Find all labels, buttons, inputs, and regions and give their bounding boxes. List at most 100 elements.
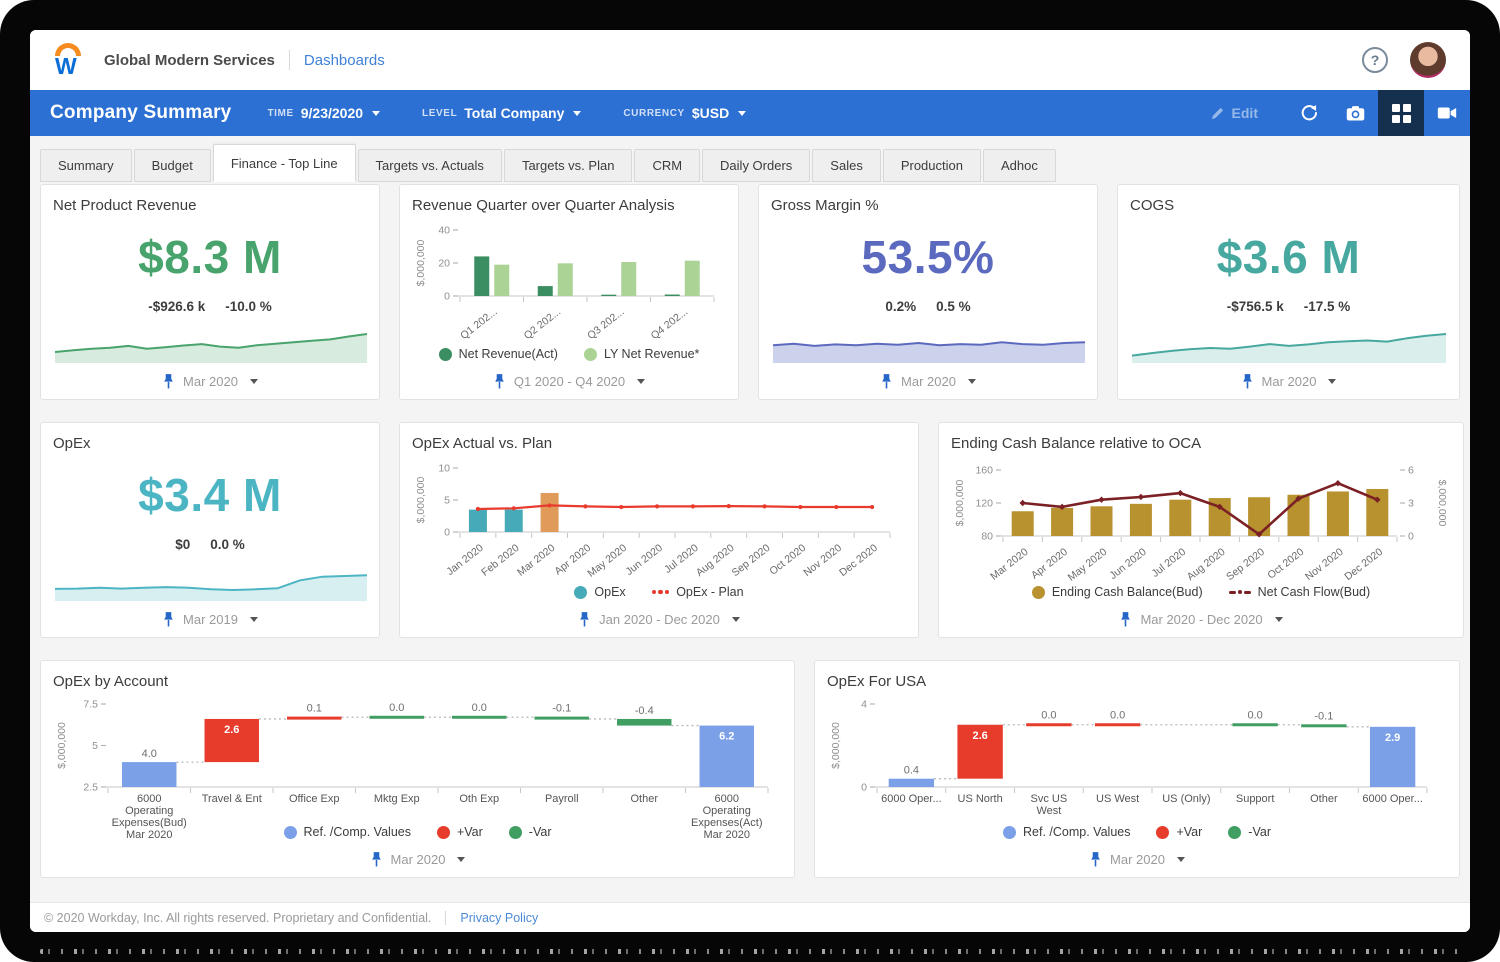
card-title: OpEx by Account	[53, 673, 169, 690]
time-filter[interactable]: TIME 9/23/2020	[267, 105, 381, 121]
time-value: 9/23/2020	[300, 105, 364, 121]
legend-item: +Var	[1156, 825, 1202, 839]
legend-swatch-icon	[1003, 825, 1017, 839]
currency-filter[interactable]: CURRENCY $USD	[623, 105, 747, 121]
cash-balance-chart: 80 120 160 $,000,000 0 3 6 $,000,000 Mar 2020Apr…	[954, 465, 1448, 584]
chevron-down-icon	[1328, 379, 1337, 384]
period-selector[interactable]: Mar 2020	[759, 373, 1097, 390]
divider	[288, 50, 290, 70]
chevron-down-icon	[249, 379, 258, 384]
present-button[interactable]	[1424, 90, 1470, 136]
card-title: Gross Margin %	[771, 197, 879, 214]
legend-swatch-icon	[651, 589, 670, 595]
workday-logo-icon[interactable]: W	[50, 40, 88, 80]
tab-finance-top-line[interactable]: Finance - Top Line	[212, 144, 356, 182]
period-value: Mar 2020	[1261, 374, 1317, 389]
svg-text:0.4: 0.4	[904, 765, 919, 777]
level-filter[interactable]: LEVEL Total Company	[422, 105, 582, 121]
svg-text:May 2020: May 2020	[1066, 546, 1110, 584]
svg-text:$,000,000: $,000,000	[415, 239, 427, 286]
svg-text:6.2: 6.2	[719, 731, 734, 743]
svg-text:West: West	[1036, 805, 1061, 817]
sparkline-chart	[53, 321, 367, 363]
tab-bar: Summary Budget Finance - Top Line Targets v…	[30, 136, 1470, 182]
opex-for-usa-waterfall-chart: 0 4 $,000,000 6000 Oper... 0.4 US North 2.6 Svc…	[830, 699, 1428, 817]
tab-summary[interactable]: Summary	[40, 149, 132, 182]
tab-daily-orders[interactable]: Daily Orders	[702, 149, 811, 182]
privacy-policy-link[interactable]: Privacy Policy	[460, 910, 539, 925]
tab-adhoc[interactable]: Adhoc	[982, 149, 1056, 182]
period-selector[interactable]: Mar 2019	[41, 611, 379, 628]
divider	[445, 910, 447, 925]
legend-item: OpEx	[574, 585, 626, 599]
svg-text:3: 3	[1408, 498, 1414, 510]
chevron-down-icon	[637, 379, 646, 384]
svg-text:80: 80	[981, 531, 993, 543]
pin-icon	[1242, 374, 1252, 389]
avatar[interactable]	[1410, 42, 1446, 78]
help-icon[interactable]: ?	[1362, 47, 1388, 73]
kpi-value: $8.3 M	[138, 231, 282, 283]
card-title: OpEx For USA	[827, 673, 927, 690]
svg-text:Operating: Operating	[125, 805, 173, 817]
svg-text:120: 120	[975, 498, 993, 510]
svg-text:0: 0	[444, 527, 450, 539]
period-selector[interactable]: Mar 2020 - Dec 2020	[939, 611, 1463, 628]
svg-text:5: 5	[92, 740, 98, 752]
period-selector[interactable]: Jan 2020 - Dec 2020	[400, 611, 918, 628]
tab-sales[interactable]: Sales	[812, 149, 881, 182]
pin-icon	[371, 852, 381, 867]
svg-text:Other: Other	[630, 793, 658, 805]
legend-label: LY Net Revenue*	[603, 347, 700, 361]
pin-icon	[1091, 852, 1100, 867]
refresh-button[interactable]	[1286, 90, 1332, 136]
logo-letter: W	[55, 53, 77, 79]
card-title: Ending Cash Balance relative to OCA	[951, 435, 1202, 452]
period-selector[interactable]: Mar 2020	[41, 851, 794, 868]
tab-production[interactable]: Production	[882, 149, 981, 182]
period-selector[interactable]: Q1 2020 - Q4 2020	[400, 373, 738, 390]
svg-text:-0.1: -0.1	[552, 703, 571, 715]
pin-icon	[1121, 612, 1131, 627]
opex-by-account-waterfall-chart: 2.557.5$,000,0006000OperatingExpenses(Bu…	[56, 699, 769, 841]
kpi-value: 53.5%	[861, 231, 995, 283]
copyright-text: © 2020 Workday, Inc. All rights reserved…	[44, 910, 432, 925]
period-selector[interactable]: Mar 2020	[41, 373, 379, 390]
page-title: Company Summary	[50, 102, 232, 123]
svg-text:US West: US West	[1096, 793, 1139, 805]
svg-text:Mar 2020: Mar 2020	[704, 829, 750, 841]
edit-button[interactable]: Edit	[1210, 105, 1258, 121]
chevron-down-icon	[967, 379, 976, 384]
svg-text:6000 Oper...: 6000 Oper...	[881, 793, 942, 805]
tab-targets-vs-actuals[interactable]: Targets vs. Actuals	[357, 149, 502, 182]
dashboards-link[interactable]: Dashboards	[303, 51, 385, 69]
svg-text:Jan 2020: Jan 2020	[444, 542, 486, 578]
kpi-delta-pct: 0.5 %	[936, 299, 971, 314]
snapshot-button[interactable]	[1332, 90, 1378, 136]
legend-swatch-icon	[1228, 825, 1242, 839]
svg-text:0.0: 0.0	[472, 702, 487, 714]
qoq-bar-chart: 0 20 40 $,000,000 Q1 202... Q2 202... Q3 202..…	[415, 225, 715, 342]
grid-icon	[1391, 103, 1411, 123]
svg-text:0.0: 0.0	[1110, 709, 1125, 721]
grid-view-button[interactable]	[1378, 90, 1424, 136]
tab-targets-vs-plan[interactable]: Targets vs. Plan	[503, 149, 633, 182]
svg-text:0: 0	[861, 782, 867, 794]
svg-text:$,000,000: $,000,000	[56, 722, 68, 769]
period-selector[interactable]: Mar 2020	[815, 851, 1459, 868]
level-label: LEVEL	[422, 107, 458, 119]
svg-text:20: 20	[438, 258, 450, 270]
legend-label: OpEx	[594, 585, 626, 599]
card-opex-for-usa: OpEx For USA 0 4 $,000,000 6000 Oper... 0.4 U…	[814, 660, 1460, 878]
sparkline-chart	[771, 321, 1085, 363]
kpi-delta-pct: -10.0 %	[225, 299, 272, 314]
tab-budget[interactable]: Budget	[133, 149, 211, 182]
tenant-name: Global Modern Services	[104, 51, 275, 69]
tab-crm[interactable]: CRM	[634, 149, 701, 182]
period-selector[interactable]: Mar 2020	[1118, 373, 1459, 390]
currency-value: $USD	[691, 105, 730, 121]
legend-item: Net Cash Flow(Bud)	[1228, 585, 1370, 599]
video-camera-icon	[1437, 107, 1457, 119]
chevron-down-icon	[457, 857, 466, 862]
